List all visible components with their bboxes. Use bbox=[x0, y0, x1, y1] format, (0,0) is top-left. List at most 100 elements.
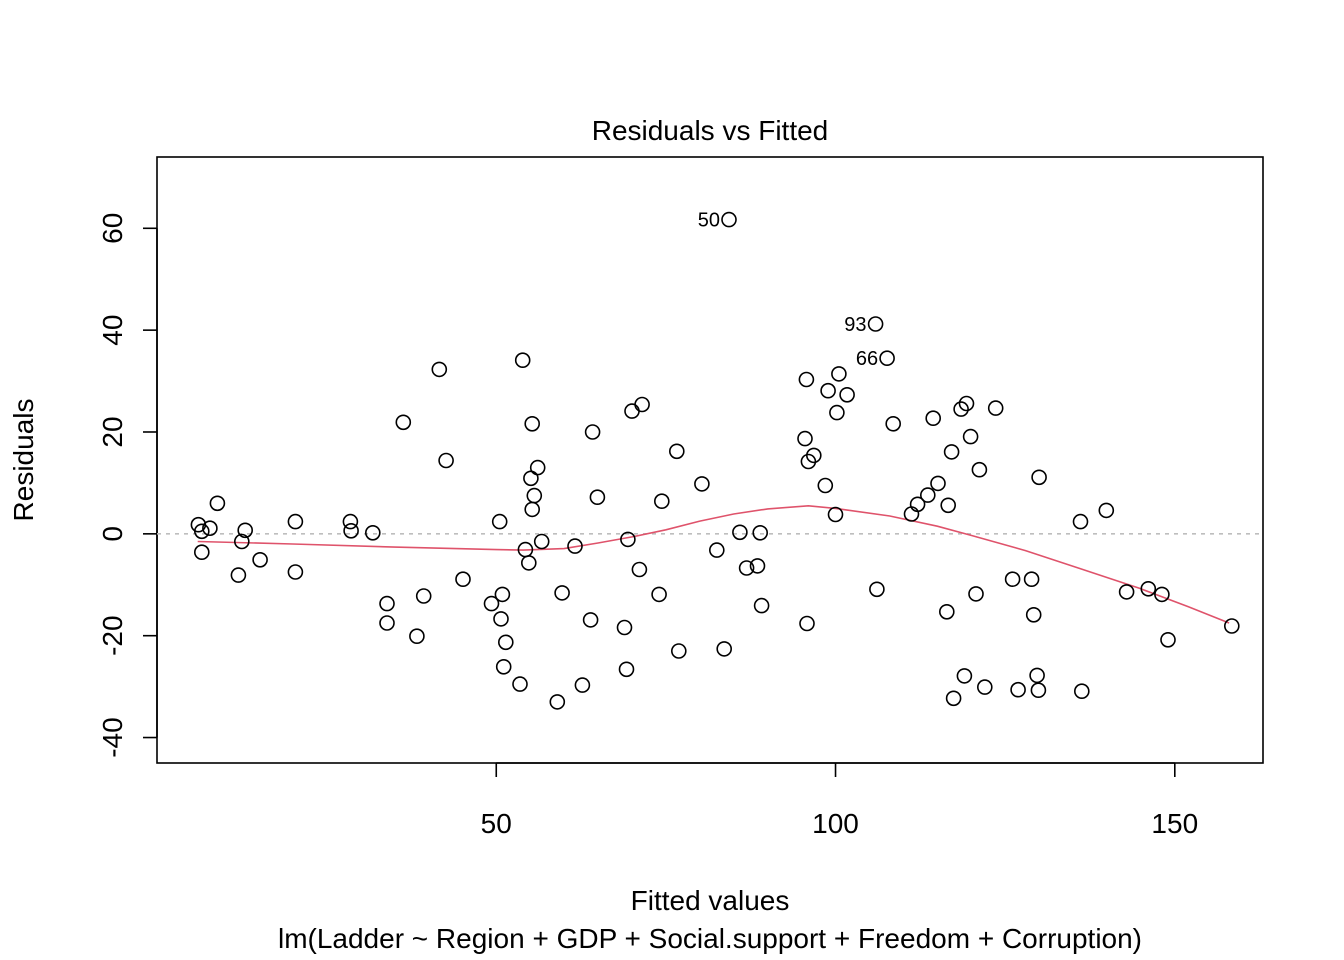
x-tick-label: 50 bbox=[481, 808, 512, 839]
data-point bbox=[493, 611, 509, 627]
data-point bbox=[395, 414, 412, 431]
data-point bbox=[495, 658, 512, 675]
data-point bbox=[708, 542, 725, 558]
data-point bbox=[574, 677, 591, 693]
data-point bbox=[943, 444, 960, 460]
data-point bbox=[940, 497, 957, 514]
data-point bbox=[1224, 618, 1240, 634]
data-point bbox=[879, 350, 895, 367]
data-point bbox=[494, 586, 511, 603]
data-point bbox=[1074, 683, 1090, 700]
data-point bbox=[732, 524, 748, 541]
data-point bbox=[287, 564, 304, 580]
data-point bbox=[976, 679, 993, 695]
data-point bbox=[805, 447, 822, 464]
data-point bbox=[1160, 631, 1176, 648]
scatter-points bbox=[190, 211, 1240, 710]
data-point bbox=[668, 443, 685, 460]
data-point bbox=[800, 453, 817, 470]
data-point bbox=[1029, 667, 1045, 684]
data-point bbox=[524, 501, 541, 518]
data-point bbox=[919, 487, 936, 503]
data-point bbox=[721, 211, 737, 228]
data-point bbox=[987, 400, 1004, 416]
data-point bbox=[1072, 513, 1089, 530]
data-point bbox=[230, 567, 247, 583]
x-axis: 50 100 150 bbox=[481, 762, 1198, 839]
data-point bbox=[827, 506, 844, 523]
data-point bbox=[202, 520, 218, 537]
data-point bbox=[287, 513, 304, 530]
data-point bbox=[624, 403, 640, 419]
data-point bbox=[953, 401, 969, 417]
data-point bbox=[958, 395, 975, 412]
model-formula-subtitle: lm(Ladder ~ Region + GDP + Social.suppor… bbox=[278, 923, 1142, 954]
data-point bbox=[252, 551, 268, 568]
data-point bbox=[415, 588, 432, 604]
y-tick-label: -20 bbox=[97, 615, 128, 655]
data-point bbox=[799, 615, 815, 632]
data-point bbox=[869, 581, 885, 598]
data-point bbox=[554, 585, 570, 601]
data-point bbox=[491, 513, 508, 530]
data-point bbox=[582, 612, 599, 628]
data-point bbox=[1030, 682, 1047, 699]
data-point bbox=[670, 643, 687, 659]
data-point bbox=[829, 404, 845, 421]
point-label: 66 bbox=[856, 348, 878, 370]
y-tick-label: 20 bbox=[97, 416, 128, 447]
data-point bbox=[925, 410, 942, 427]
x-tick-label: 150 bbox=[1151, 808, 1198, 839]
data-point bbox=[342, 513, 359, 530]
data-point bbox=[1004, 571, 1021, 588]
point-label: 50 bbox=[698, 210, 720, 232]
data-point bbox=[839, 386, 855, 403]
x-tick-label: 100 bbox=[812, 808, 859, 839]
data-point bbox=[752, 524, 769, 541]
data-point bbox=[820, 382, 836, 399]
data-point bbox=[968, 586, 984, 602]
x-axis-label: Fitted values bbox=[631, 885, 790, 916]
y-tick-label: 60 bbox=[97, 213, 128, 244]
data-point bbox=[618, 661, 635, 678]
data-point bbox=[194, 523, 210, 540]
y-tick-label: 40 bbox=[97, 315, 128, 346]
data-point bbox=[956, 668, 973, 684]
data-point bbox=[438, 452, 454, 469]
data-point bbox=[930, 475, 946, 492]
data-point bbox=[234, 533, 250, 550]
data-point bbox=[797, 430, 813, 447]
data-point bbox=[620, 531, 636, 548]
y-axis: -40 -20 0 20 40 60 bbox=[97, 213, 158, 758]
data-point bbox=[971, 461, 988, 478]
data-point bbox=[237, 522, 253, 539]
data-point bbox=[533, 533, 550, 550]
data-point bbox=[209, 495, 226, 512]
data-point bbox=[885, 415, 902, 432]
data-point bbox=[738, 560, 755, 576]
data-point bbox=[1010, 681, 1026, 698]
data-point bbox=[616, 619, 633, 636]
data-point bbox=[631, 561, 648, 578]
y-tick-label: 0 bbox=[97, 526, 128, 542]
data-point bbox=[831, 366, 847, 382]
data-point bbox=[753, 597, 770, 614]
data-point bbox=[938, 603, 955, 620]
data-point bbox=[431, 361, 448, 378]
data-point bbox=[497, 634, 514, 651]
data-point bbox=[409, 628, 425, 645]
outlier-labels: 50 93 66 bbox=[698, 210, 878, 371]
data-point bbox=[379, 615, 395, 631]
data-point bbox=[514, 352, 531, 369]
data-point bbox=[651, 586, 667, 603]
data-point bbox=[945, 690, 962, 707]
y-tick-label: -40 bbox=[97, 717, 128, 757]
data-point bbox=[798, 371, 815, 388]
data-point bbox=[520, 555, 537, 571]
data-point bbox=[194, 544, 210, 561]
data-point bbox=[455, 571, 471, 588]
chart-title: Residuals vs Fitted bbox=[592, 115, 829, 146]
data-point bbox=[1154, 586, 1170, 603]
lowess-smooth-line bbox=[197, 504, 1230, 624]
